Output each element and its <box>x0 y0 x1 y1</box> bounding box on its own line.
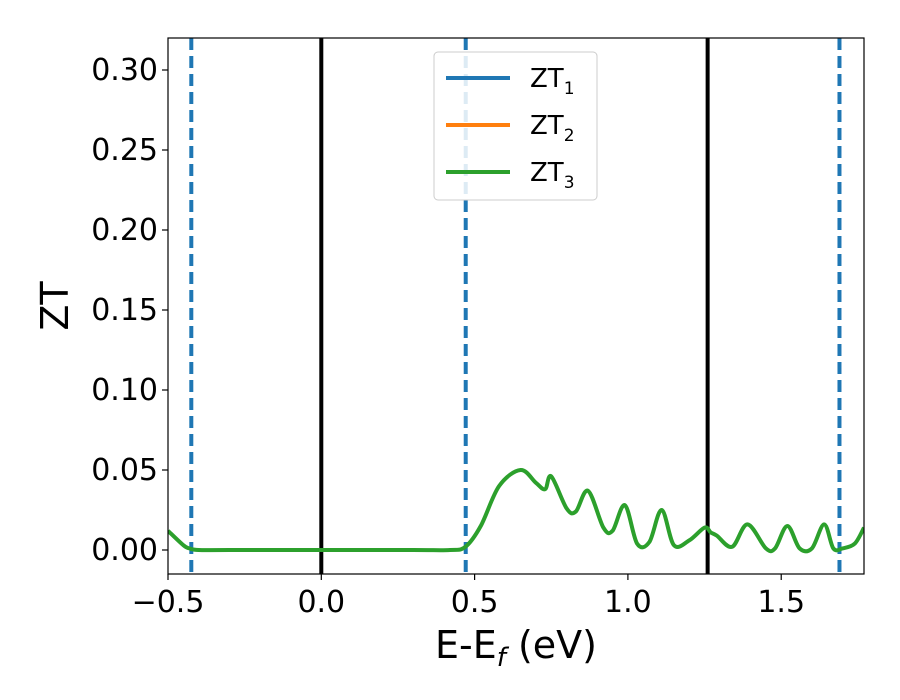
legend-label-3: ZT3 <box>530 158 575 193</box>
y-tick-label: 0.00 <box>91 533 158 568</box>
x-tick-label: 1.5 <box>757 585 805 620</box>
series-lines <box>168 468 864 554</box>
y-axis-label: ZT <box>33 281 77 331</box>
x-axis-label: E-Ef (eV) <box>435 623 597 673</box>
reference-lines <box>189 38 842 574</box>
y-tick-label: 0.20 <box>91 213 158 248</box>
y-tick-label: 0.05 <box>91 453 158 488</box>
legend: ZT1 ZT2 ZT3 <box>433 51 598 201</box>
legend-frame <box>433 51 598 201</box>
series-line-3 <box>168 468 864 554</box>
x-tick-label: −0.5 <box>132 585 205 620</box>
plot-frame <box>167 37 865 575</box>
x-axis-ticks: −0.5 0.0 0.5 1.0 1.5 <box>132 574 805 620</box>
y-tick-label: 0.30 <box>91 53 158 88</box>
x-tick-label: 0.5 <box>451 585 499 620</box>
y-tick-label: 0.25 <box>91 133 158 168</box>
y-axis-ticks: 0.00 0.05 0.10 0.15 0.20 0.25 0.30 <box>91 53 168 568</box>
legend-label-1: ZT1 <box>530 64 575 99</box>
legend-label-2: ZT2 <box>530 111 575 146</box>
y-tick-label: 0.15 <box>91 293 158 328</box>
y-tick-label: 0.10 <box>91 373 158 408</box>
x-tick-label: 0.0 <box>297 585 345 620</box>
x-tick-label: 1.0 <box>604 585 652 620</box>
